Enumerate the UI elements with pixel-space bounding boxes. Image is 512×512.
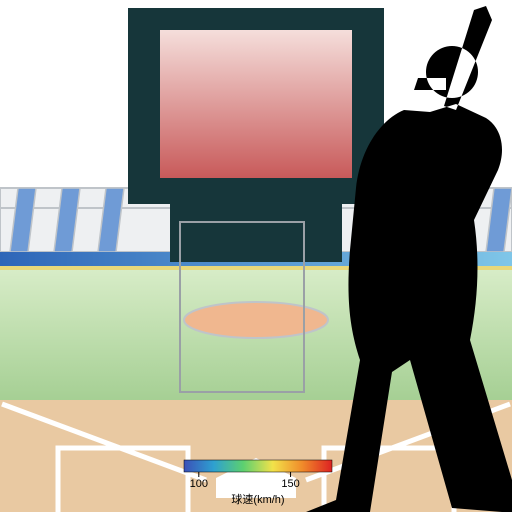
legend-tick-0: 100 xyxy=(190,478,208,490)
legend-axis-label: 球速(km/h) xyxy=(231,491,284,507)
scene-svg xyxy=(0,0,512,512)
legend-colorbar xyxy=(184,460,332,472)
scoreboard-panel xyxy=(160,30,352,178)
pitch-speed-diagram: 100 150 球速(km/h) xyxy=(0,0,512,512)
pitchers-mound xyxy=(184,302,328,338)
scoreboard-neck xyxy=(170,204,342,262)
legend-tick-1: 150 xyxy=(281,478,299,490)
